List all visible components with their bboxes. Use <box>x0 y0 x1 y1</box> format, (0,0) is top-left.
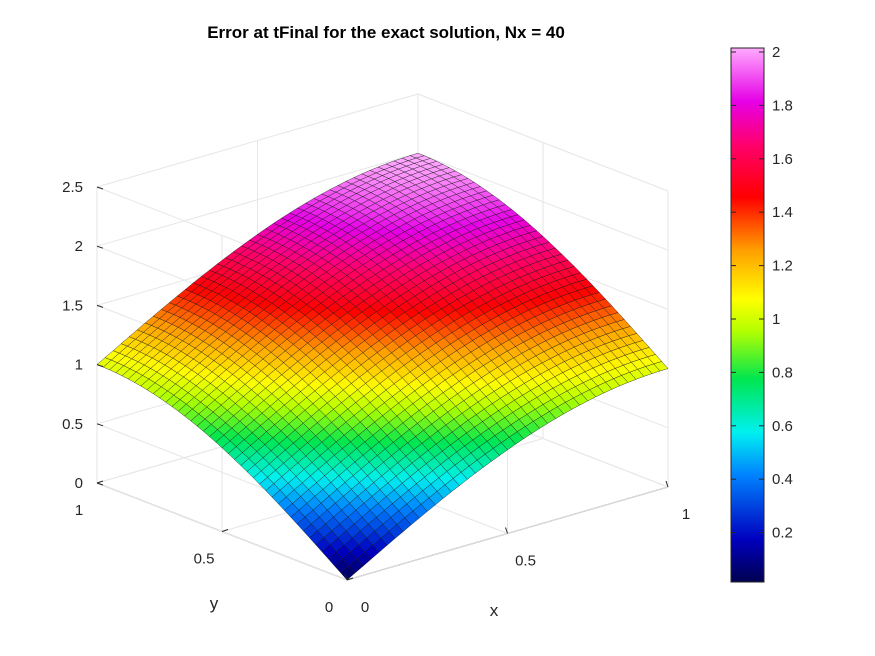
y-tick-label: 0.5 <box>194 551 215 568</box>
colorbar-tick-label: 2 <box>772 44 780 61</box>
colorbar-tick-label: 0.8 <box>772 364 793 381</box>
surface-patch <box>340 565 356 581</box>
colorbar-tick-label: 1 <box>772 311 780 328</box>
colorbar-ticks: 0.2 0.4 0.6 0.8 1 1.2 1.4 1.6 1.8 2 <box>731 44 793 542</box>
x-tick-mark <box>344 573 348 581</box>
y-tick-mark <box>221 529 229 532</box>
x-tick-mark <box>665 480 669 488</box>
colorbar-tick-label: 0.4 <box>772 471 793 488</box>
z-tick-mark <box>96 304 104 308</box>
y-tick-mark <box>96 480 104 484</box>
surface-plot <box>96 152 669 581</box>
z-tick-mark <box>96 186 104 190</box>
colorbar-tick-label: 0.6 <box>772 418 793 435</box>
x-tick-mark <box>505 527 508 534</box>
x-axis-label: x <box>490 601 499 620</box>
z-tick-mark <box>96 245 104 249</box>
z-tick-label: 2 <box>75 238 83 255</box>
z-tick-mark <box>96 423 104 427</box>
x-tick-label: 0.5 <box>515 553 536 570</box>
colorbar-tick-label: 1.2 <box>772 258 793 275</box>
z-tick-mark <box>96 364 104 368</box>
colorbar-tick-label: 0.2 <box>772 525 793 542</box>
tick-labels: 0 0.5 1 1.5 2 2.5 0 0.5 1 0 0.5 1 <box>62 179 690 616</box>
z-tick-label: 1.5 <box>62 297 83 314</box>
z-tick-label: 0 <box>75 475 83 492</box>
colorbar-tick-label: 1.6 <box>772 151 793 168</box>
y-tick-label: 0 <box>325 599 333 616</box>
z-tick-mark <box>96 482 104 486</box>
colorbar: 0.2 0.4 0.6 0.8 1 1.2 1.4 1.6 1.8 2 <box>730 44 793 583</box>
y-tick-mark <box>346 577 354 581</box>
x-tick-label: 1 <box>682 506 690 523</box>
colorbar-gradient <box>730 47 765 583</box>
z-tick-label: 0.5 <box>62 416 83 433</box>
colorbar-tick-label: 1.4 <box>772 204 793 221</box>
y-tick-label: 1 <box>75 502 83 519</box>
colorbar-tick-label: 1.8 <box>772 97 793 114</box>
y-axis-label: y <box>210 594 219 613</box>
z-tick-label: 2.5 <box>62 179 83 196</box>
x-tick-label: 0 <box>361 599 369 616</box>
chart-title: Error at tFinal for the exact solution, … <box>207 23 565 42</box>
z-tick-label: 1 <box>75 357 83 374</box>
